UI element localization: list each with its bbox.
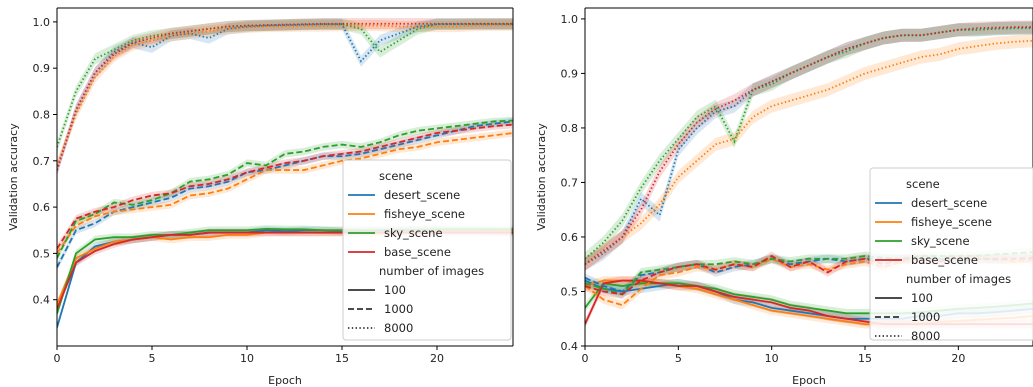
legend-label-8000: 8000 [911,329,940,343]
legend-label-sky_scene: sky_scene [384,226,443,240]
y-tick-label: 1.0 [561,13,579,26]
legend-title-scene: scene [906,177,940,191]
legend-label-fisheye_scene: fisheye_scene [384,207,465,221]
legend-box [342,159,512,341]
legend-label-fisheye_scene: fisheye_scene [911,215,992,229]
legend-label-desert_scene: desert_scene [911,196,987,210]
x-tick-label: 5 [149,352,156,365]
confidence-band-fisheye_scene-1000 [585,254,1033,310]
confidence-band-desert_scene-8000 [585,21,1033,271]
legend-label-8000: 8000 [384,321,413,335]
y-tick-label: 0.7 [561,176,579,189]
legend-box [869,167,1033,341]
legend-label-100: 100 [384,283,406,297]
series-line-base_scene-1000 [57,123,513,250]
legend-title-number-of-images: number of images [379,264,484,278]
legend-label-1000: 1000 [911,310,940,324]
y-tick-label: 1.0 [33,16,51,29]
legend-label-sky_scene: sky_scene [911,234,970,248]
series-line-fisheye_scene-8000 [585,39,1033,265]
x-axis-label: Epoch [268,374,302,387]
x-tick-label: 15 [858,352,872,365]
legend: scene desert_scene fisheye_scene sky_sceneb… [342,159,512,341]
series-line-fisheye_scene-1000 [57,132,513,254]
confidence-band-fisheye_scene-1000 [57,129,513,258]
x-tick-label: 5 [675,352,682,365]
legend-title-number-of-images: number of images [906,272,1011,286]
legend-label-base_scene: base_scene [911,253,978,267]
y-tick-label: 0.5 [561,285,579,298]
confidence-band-base_scene-8000 [585,20,1033,271]
confidence-band-sky_scene-8000 [585,21,1033,266]
y-tick-label: 0.8 [561,122,579,135]
x-tick-label: 0 [54,352,61,365]
y-tick-label: 0.5 [33,247,51,260]
legend-label-base_scene: base_scene [384,245,451,259]
chart-panel-1: 0 5 10 15 20 0.4 0.5 0.6 0.7 0.8 0.9 1.0 Epoch Valida… [7,7,514,387]
y-tick-label: 0.8 [33,108,51,121]
confidence-band-sky_scene-1000 [585,247,1033,299]
legend-label-100: 100 [911,291,933,305]
series-line-desert_scene-8000 [57,23,513,171]
x-tick-label: 20 [951,352,965,365]
x-tick-label: 10 [765,352,779,365]
y-axis-label: Validation accuracy [7,123,20,231]
x-tick-label: 15 [335,352,349,365]
y-tick-label: 0.6 [33,201,51,214]
chart-panel-2: 0 5 10 15 20 0.4 0.5 0.6 0.7 0.8 0.9 1.0 Epoch Valida… [535,7,1033,387]
y-tick-label: 0.4 [33,294,51,307]
x-tick-label: 10 [240,352,254,365]
series-line-desert_scene-1000 [57,120,513,268]
y-axis-label: Validation accuracy [535,123,548,231]
x-axis-label: Epoch [792,374,826,387]
x-tick-label: 20 [430,352,444,365]
y-tick-label: 0.4 [561,340,579,353]
y-tick-label: 0.6 [561,231,579,244]
series-line-sky_scene-1000 [57,119,513,259]
series-line-base_scene-8000 [585,26,1033,265]
y-tick-label: 0.7 [33,155,51,168]
y-tick-label: 0.9 [561,67,579,80]
legend-title-scene: scene [379,169,413,183]
legend-label-1000: 1000 [384,302,413,316]
x-tick-label: 0 [582,352,589,365]
legend: scene desert_scene fisheye_scene sky_sceneb… [869,167,1033,343]
y-tick-label: 0.9 [33,62,51,75]
legend-label-desert_scene: desert_scene [384,188,460,202]
